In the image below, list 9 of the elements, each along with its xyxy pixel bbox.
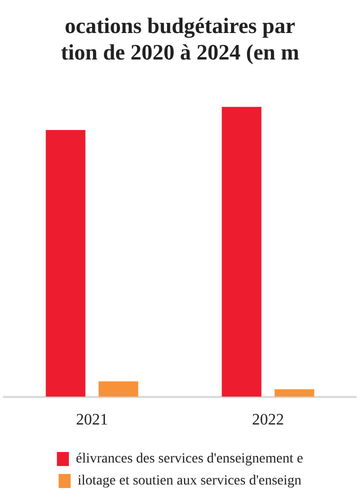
bar xyxy=(274,389,314,397)
x-tick-label: 2021 xyxy=(76,412,108,429)
chart-title: ocations budgétaires par tion de 2020 à 2024 (en m xyxy=(60,12,300,64)
bar xyxy=(98,381,138,397)
legend-label: ilotage et soutien aux services d'enseign xyxy=(78,474,302,489)
bar xyxy=(222,106,262,397)
legend-label: élivrances des services d'enseignement e xyxy=(76,452,304,467)
x-tick-label: 2022 xyxy=(252,412,284,429)
bar xyxy=(46,130,86,397)
